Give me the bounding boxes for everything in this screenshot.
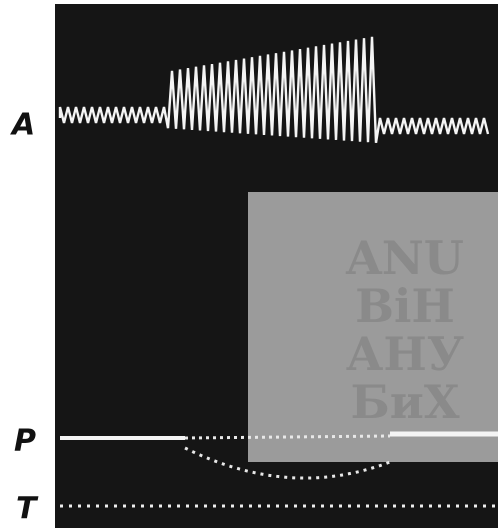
trace-label: T [16, 492, 39, 527]
trace-label: A [10, 108, 35, 143]
watermark-text: АНУ [346, 327, 464, 381]
trace-label: P [14, 424, 36, 459]
watermark-text: БиХ [350, 375, 459, 429]
watermark-text: BiH [355, 279, 455, 333]
oscillogram-figure: A P T ANU BiH АНУ БиХ [0, 0, 498, 528]
watermark-text: ANU [345, 231, 464, 285]
page: A P T ANU BiH АНУ БиХ (() => { const dat… [0, 0, 498, 528]
